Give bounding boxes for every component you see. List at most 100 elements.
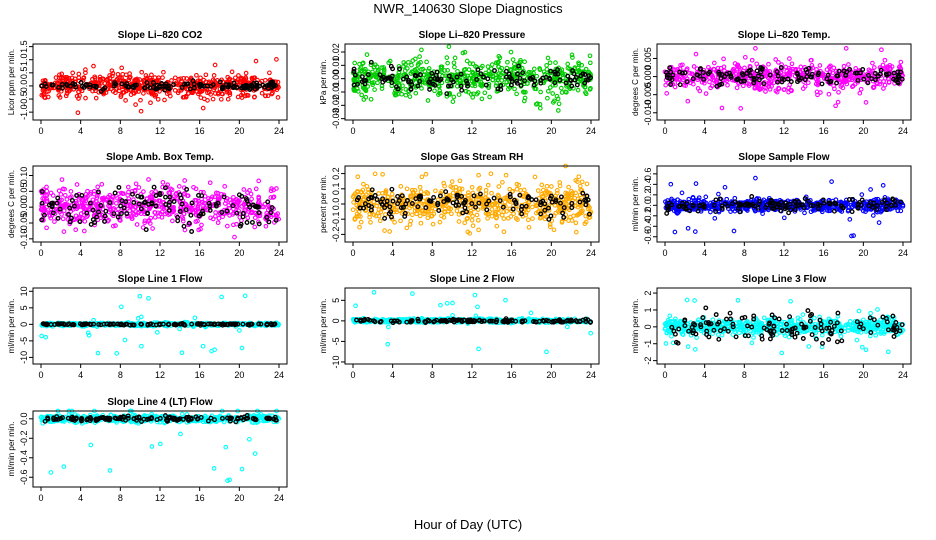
data-point: [79, 200, 85, 205]
data-point: [110, 88, 116, 94]
data-point: [474, 212, 480, 218]
data-point: [834, 73, 840, 79]
data-point: [462, 205, 468, 211]
data-point: [876, 220, 882, 225]
data-point: [263, 93, 268, 99]
data-point: [59, 197, 64, 203]
data-point: [680, 62, 685, 68]
data-point: [453, 184, 459, 190]
data-point: [525, 217, 531, 223]
data-point: [829, 179, 834, 184]
data-point: [547, 222, 553, 227]
data-point: [809, 57, 814, 63]
data-point: [882, 66, 888, 72]
data-point: [39, 189, 45, 194]
data-point: [413, 83, 419, 89]
data-point: [396, 70, 402, 75]
data-point: [716, 191, 721, 197]
data-point: [428, 76, 434, 82]
data-point: [781, 87, 787, 93]
data-point: [677, 82, 683, 88]
data-point: [275, 95, 281, 100]
data-point: [106, 217, 111, 223]
data-point: [208, 83, 214, 89]
data-point: [275, 211, 281, 216]
data-point: [753, 46, 758, 51]
data-point: [695, 86, 701, 91]
data-point: [256, 178, 262, 184]
data-point: [761, 81, 767, 87]
data-point: [59, 85, 65, 91]
y-tick-label: -0.10: [19, 229, 29, 250]
data-point: [742, 54, 748, 60]
data-point: [252, 215, 258, 221]
data-point: [831, 65, 837, 71]
data-point: [534, 73, 540, 79]
data-point: [85, 213, 91, 218]
data-point: [889, 64, 895, 69]
data-point: [669, 77, 675, 83]
data-point: [850, 196, 855, 202]
data-point: [240, 210, 246, 216]
data-point: [449, 211, 454, 217]
data-point: [139, 343, 144, 349]
data-point: [433, 188, 438, 194]
data-point: [573, 229, 579, 235]
x-tick-label: 24: [274, 126, 284, 136]
data-point: [76, 214, 82, 220]
x-tick-label: 8: [430, 248, 435, 258]
data-point: [211, 87, 217, 93]
data-point: [129, 216, 135, 221]
data-point: [131, 91, 137, 96]
data-point: [85, 330, 91, 336]
data-point: [444, 94, 450, 99]
data-point: [184, 81, 189, 87]
data-point: [663, 70, 669, 75]
x-tick-label: 0: [662, 248, 667, 258]
data-point: [500, 82, 506, 88]
x-tick-label: 12: [467, 126, 477, 136]
data-point: [510, 57, 516, 62]
data-point: [468, 211, 474, 216]
data-point: [531, 66, 537, 72]
data-point: [174, 195, 179, 201]
data-point: [231, 198, 237, 204]
data-point: [538, 80, 544, 86]
data-point: [778, 208, 783, 214]
data-point: [464, 81, 470, 86]
data-point: [526, 200, 531, 205]
data-point: [52, 219, 57, 224]
data-point: [404, 66, 410, 71]
data-point: [179, 201, 185, 207]
data-point: [175, 214, 181, 220]
data-point: [721, 64, 727, 70]
data-point: [87, 84, 93, 90]
data-point: [232, 234, 237, 240]
data-point: [371, 80, 377, 85]
data-point: [516, 63, 522, 69]
data-point: [184, 186, 190, 192]
data-point: [48, 215, 54, 221]
data-point: [544, 67, 550, 72]
data-point: [526, 69, 532, 75]
data-point: [262, 77, 268, 83]
data-point: [668, 82, 674, 87]
data-point: [146, 217, 152, 223]
data-point: [834, 80, 840, 86]
data-point: [389, 80, 395, 86]
data-point: [96, 209, 102, 215]
data-point: [465, 190, 471, 195]
data-point: [392, 92, 398, 98]
data-point: [355, 81, 360, 87]
data-point: [870, 60, 875, 66]
y-tick-label: -0.03: [331, 108, 341, 129]
data-point: [521, 89, 527, 95]
data-point: [403, 92, 409, 98]
data-point: [481, 74, 486, 80]
y-axis-label: percent per min.: [319, 175, 328, 233]
data-point: [430, 221, 436, 227]
data-point: [131, 200, 137, 205]
data-point: [427, 86, 433, 92]
data-point: [461, 67, 467, 73]
